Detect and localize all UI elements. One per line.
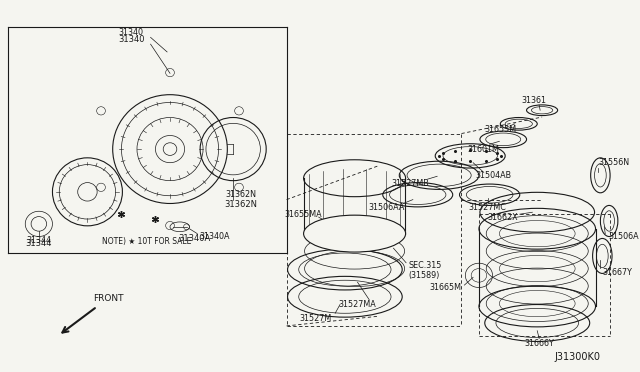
Text: 31340: 31340 <box>118 35 145 44</box>
Text: 31362N: 31362N <box>225 200 257 209</box>
Text: 31655M: 31655M <box>484 125 516 134</box>
Text: 31556N: 31556N <box>598 158 630 167</box>
Text: 31340: 31340 <box>118 28 143 37</box>
Text: 31665M: 31665M <box>429 283 461 292</box>
Text: FRONT: FRONT <box>93 294 124 303</box>
Text: 31340A: 31340A <box>178 234 211 243</box>
Text: 31662X: 31662X <box>488 212 518 222</box>
Text: 31506A: 31506A <box>608 232 639 241</box>
Text: SEC.315: SEC.315 <box>408 261 442 270</box>
Text: 31340A: 31340A <box>199 232 230 241</box>
Text: J31300K0: J31300K0 <box>554 352 600 362</box>
Text: 31601M: 31601M <box>468 145 500 154</box>
Text: (31589): (31589) <box>408 271 440 280</box>
Ellipse shape <box>303 215 406 252</box>
Text: 31666Y: 31666Y <box>524 339 554 348</box>
Text: 31527MB: 31527MB <box>391 179 429 187</box>
Text: 31344: 31344 <box>26 239 52 248</box>
Text: 31504AB: 31504AB <box>476 171 511 180</box>
Text: 31667Y: 31667Y <box>602 268 632 277</box>
Text: 31344: 31344 <box>26 236 51 245</box>
Text: 31527MC: 31527MC <box>468 203 507 212</box>
Text: 31361: 31361 <box>522 96 547 105</box>
Text: 31527M: 31527M <box>300 314 332 323</box>
Text: 31527MA: 31527MA <box>339 300 376 309</box>
Text: 31506AA: 31506AA <box>369 203 405 212</box>
Text: 31655MA: 31655MA <box>284 210 322 219</box>
Text: NOTE) ★ 10T FOR SALE: NOTE) ★ 10T FOR SALE <box>102 237 191 246</box>
Text: 31362N: 31362N <box>225 190 257 199</box>
